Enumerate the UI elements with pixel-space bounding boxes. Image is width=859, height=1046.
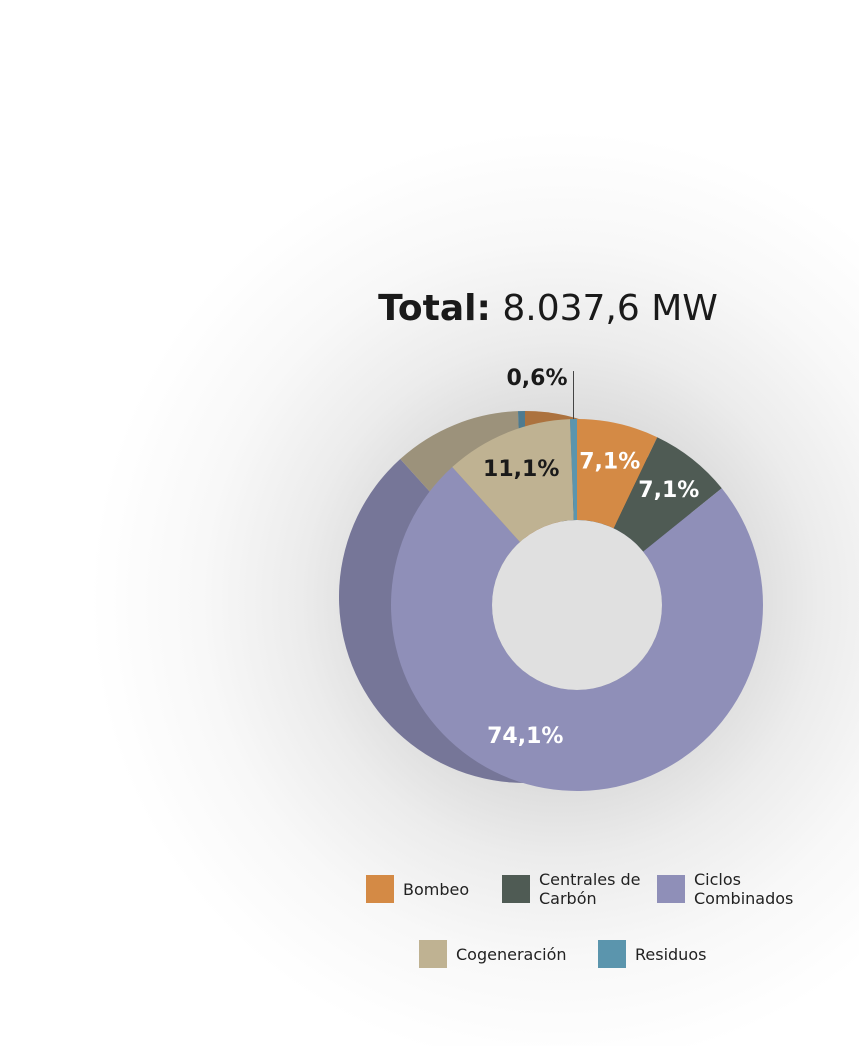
legend-item: Ciclos Combinados bbox=[657, 870, 812, 908]
title-value: 8.037,6 MW bbox=[502, 288, 718, 329]
slice bbox=[452, 419, 574, 542]
data-label: 7,1% bbox=[579, 450, 640, 475]
legend-label: Residuos bbox=[635, 944, 707, 964]
title-label: Total: bbox=[378, 288, 491, 329]
legend-item: Residuos bbox=[598, 940, 706, 968]
legend-label: Bombeo bbox=[403, 879, 470, 899]
legend-swatch bbox=[419, 940, 447, 968]
legend-item: Cogeneración bbox=[419, 940, 567, 968]
legend-label: Centrales de Carbón bbox=[539, 870, 641, 908]
data-label: 7,1% bbox=[638, 478, 699, 503]
legend-swatch bbox=[502, 875, 530, 903]
data-label: 11,1% bbox=[483, 457, 559, 482]
data-label: 74,1% bbox=[487, 724, 563, 749]
slice bbox=[390, 467, 763, 791]
slice bbox=[577, 419, 658, 529]
legend-item: Bombeo bbox=[366, 875, 469, 903]
legend-swatch bbox=[657, 875, 685, 903]
chart-title: Total: 8.037,6 MW bbox=[0, 288, 859, 329]
slice bbox=[613, 437, 722, 552]
donut-hole bbox=[492, 520, 662, 690]
legend-swatch bbox=[598, 940, 626, 968]
legend-item: Centrales de Carbón bbox=[502, 870, 657, 908]
legend-label: Cogeneración bbox=[456, 944, 567, 964]
slice bbox=[569, 419, 577, 521]
legend-swatch bbox=[366, 875, 394, 903]
legend-label: Ciclos Combinados bbox=[694, 870, 794, 908]
data-label: 0,6% bbox=[506, 366, 567, 391]
